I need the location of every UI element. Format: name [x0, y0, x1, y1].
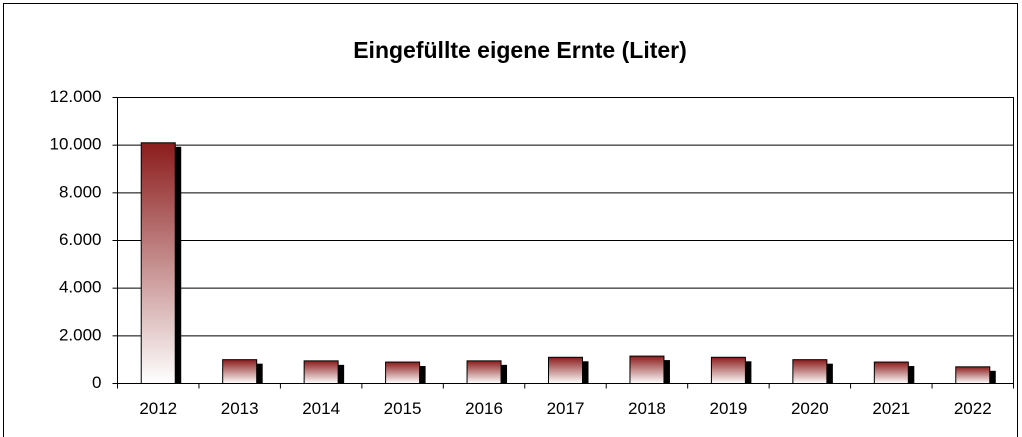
x-tick-label: 2022 [954, 399, 992, 418]
bar [222, 359, 258, 384]
bar [629, 355, 665, 385]
bar [548, 356, 583, 384]
x-tick-label: 2019 [709, 399, 747, 418]
bar [710, 356, 746, 384]
y-tick-label: 8.000 [59, 182, 102, 201]
bar [303, 360, 339, 385]
x-tick-label: 2021 [872, 399, 910, 418]
bar [873, 361, 909, 384]
y-tick-label: 6.000 [59, 230, 102, 249]
bar [140, 142, 176, 384]
x-tick-label: 2014 [302, 399, 340, 418]
y-tick-label: 4.000 [59, 278, 102, 297]
x-tick-label: 2018 [628, 399, 666, 418]
y-tick-label: 12.000 [50, 87, 102, 106]
bar [955, 366, 991, 385]
bar [466, 360, 502, 385]
x-tick-label: 2017 [547, 399, 585, 418]
chart-title: Eingefüllte eigene Ernte (Liter) [353, 37, 687, 63]
x-tick-label: 2016 [465, 399, 503, 418]
x-tick-label: 2015 [384, 399, 422, 418]
x-tick-label: 2012 [139, 399, 177, 418]
bar [792, 359, 828, 384]
y-tick-label: 10.000 [50, 135, 102, 154]
bar [385, 361, 421, 384]
y-tick-label: 0 [92, 373, 101, 392]
y-tick-label: 2.000 [59, 325, 102, 344]
x-tick-label: 2013 [221, 399, 259, 418]
x-tick-label: 2020 [791, 399, 829, 418]
